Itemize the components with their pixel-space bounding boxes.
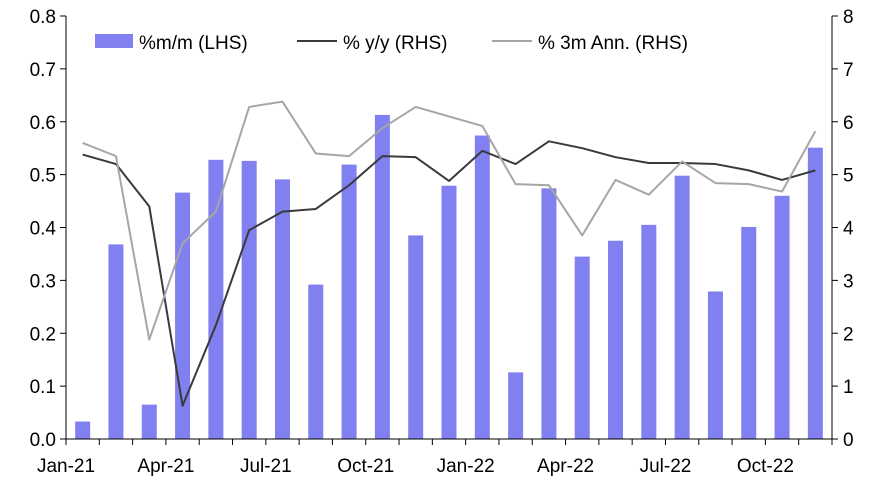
bar-mm-aug-21 (308, 284, 324, 439)
lines-group (82, 100, 817, 407)
right-tick-label: 7 (843, 60, 854, 81)
x-axis-ticks: Jan-21 Apr-21 Jul-21 Oct-21 Jan-22 Apr-22 Jul-… (37, 439, 833, 477)
line-3m-ann (82, 100, 817, 341)
left-tick-label: 0.4 (30, 219, 57, 240)
left-tick-label: 0.2 (30, 324, 56, 345)
x-tick-label: Jul-21 (240, 456, 292, 477)
right-tick-label: 3 (843, 271, 854, 292)
bar-mm-aug-22 (707, 291, 723, 439)
left-tick-label: 0.3 (30, 271, 56, 292)
bar-mm-jun-22 (641, 224, 657, 439)
legend-label-yy: % y/y (RHS) (343, 33, 448, 54)
bar-mm-jan-21 (75, 421, 91, 439)
right-tick-label: 1 (843, 377, 854, 398)
bar-mm-jul-21 (274, 179, 290, 439)
bar-mm-may-22 (608, 240, 624, 439)
right-tick-label: 4 (843, 219, 854, 240)
bar-mm-sep-21 (341, 164, 357, 439)
bar-mm-sep-22 (741, 226, 757, 439)
bar-mm-may-21 (208, 159, 224, 439)
legend: %m/m (LHS) % y/y (RHS) % 3m Ann. (RHS) (95, 33, 688, 54)
x-tick-label: Apr-21 (137, 456, 194, 477)
left-tick-label: 0.5 (30, 166, 56, 187)
left-tick-label: 0.1 (30, 377, 56, 398)
bar-mm-feb-21 (108, 244, 124, 439)
left-tick-label: 0.0 (30, 430, 56, 451)
bar-mm-oct-21 (374, 114, 390, 439)
right-tick-label: 5 (843, 166, 854, 187)
bar-mm-mar-21 (141, 404, 157, 439)
line-yy (82, 140, 816, 407)
bar-mm-dec-21 (441, 185, 457, 439)
right-axis-ticks: 0 1 2 3 4 5 6 7 8 (832, 7, 854, 451)
left-axis-ticks: 0.0 0.1 0.2 0.3 0.4 0.5 0.6 0.7 0.8 (30, 7, 66, 451)
bar-mm-apr-22 (574, 256, 590, 439)
legend-label-3m: % 3m Ann. (RHS) (538, 33, 688, 54)
bar-mm-mar-22 (541, 188, 557, 439)
legend-label-mm: %m/m (LHS) (139, 33, 248, 54)
left-tick-label: 0.7 (30, 60, 56, 81)
bar-mm-oct-22 (774, 195, 790, 439)
bar-mm-jan-22 (474, 135, 490, 439)
right-tick-label: 6 (843, 113, 854, 134)
x-tick-label: Jan-21 (37, 456, 95, 477)
x-tick-label: Oct-22 (737, 456, 794, 477)
bar-mm-feb-22 (508, 372, 524, 439)
bars-group (75, 114, 823, 439)
left-tick-label: 0.8 (30, 7, 56, 28)
right-tick-label: 2 (843, 324, 854, 345)
x-tick-label: Jul-22 (640, 456, 692, 477)
bar-mm-jul-22 (674, 175, 690, 439)
bar-mm-nov-22 (807, 147, 823, 439)
bar-mm-jun-21 (241, 160, 257, 439)
x-tick-label: Oct-21 (337, 456, 394, 477)
legend-swatch-mm (95, 34, 133, 48)
right-tick-label: 8 (843, 7, 854, 28)
x-tick-label: Apr-22 (537, 456, 594, 477)
x-tick-label: Jan-22 (437, 456, 495, 477)
right-tick-label: 0 (843, 430, 854, 451)
left-tick-label: 0.6 (30, 113, 56, 134)
bar-mm-nov-21 (408, 235, 424, 439)
